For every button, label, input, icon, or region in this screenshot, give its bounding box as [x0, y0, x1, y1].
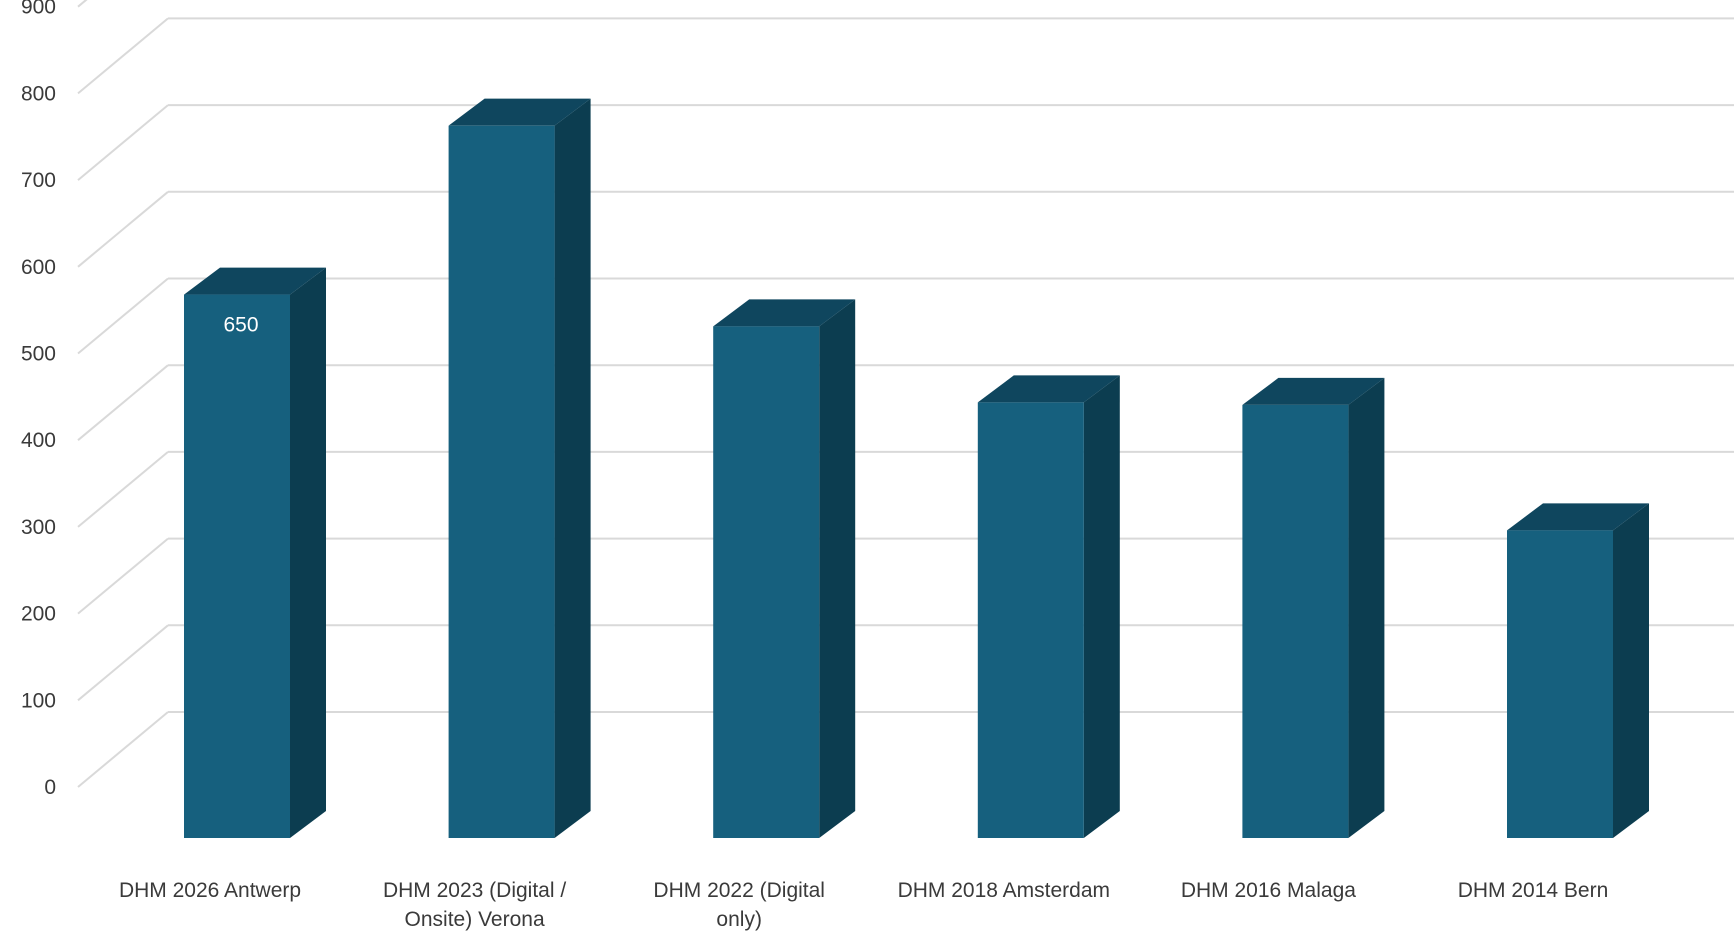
x-tick-label: DHM 2014 Bern: [1458, 879, 1609, 902]
gridline-diagonal: [77, 537, 169, 615]
y-tick-label: 400: [21, 429, 56, 452]
x-axis-ticks: DHM 2026 Antwerp DHM 2023 (Digital / Onsit…: [119, 879, 1608, 931]
x-tick-label: DHM 2023 (Digital / Onsite) Verona: [383, 879, 566, 931]
gridline-diagonal: [77, 451, 169, 528]
bar-top: [448, 98, 591, 126]
y-tick-label: 700: [21, 169, 56, 192]
y-tick-label: 900: [21, 0, 56, 19]
gridline-diagonal: [77, 711, 169, 788]
x-tick-label: DHM 2016 Malaga: [1181, 879, 1356, 902]
data-labels: 650: [223, 314, 258, 337]
bar: [448, 98, 591, 839]
gridline-diagonal: [77, 0, 88, 8]
bar-top: [1242, 377, 1385, 405]
bar-top: [184, 267, 326, 295]
y-tick-label: 300: [21, 516, 56, 539]
bar-side: [290, 267, 326, 838]
bar-front: [1242, 404, 1349, 838]
gridline-diagonal: [77, 191, 169, 268]
bar-front: [977, 402, 1084, 838]
bar-front: [184, 294, 290, 838]
gridline-diagonal: [77, 624, 169, 702]
bar-side: [1083, 375, 1120, 838]
bar-top: [1507, 503, 1649, 531]
bar-side: [554, 98, 591, 839]
y-axis-ticks: 0 100 200 300 400 500 600 700 800 900: [21, 0, 56, 799]
bar-side: [819, 299, 856, 838]
y-tick-label: 500: [21, 343, 56, 366]
bar: [713, 299, 856, 838]
x-tick-label: DHM 2018 Amsterdam: [898, 879, 1110, 902]
bar-front: [713, 326, 820, 838]
bar-side: [1348, 377, 1385, 838]
bar: [1507, 503, 1649, 838]
bar-side: [1613, 503, 1649, 838]
gridline-diagonal: [77, 277, 169, 355]
y-tick-label: 800: [21, 82, 56, 105]
bar: [184, 267, 326, 838]
bar: [977, 375, 1120, 838]
y-tick-label: 200: [21, 603, 56, 626]
y-tick-label: 0: [44, 776, 56, 799]
y-tick-label: 600: [21, 256, 56, 279]
bar-top: [713, 299, 856, 327]
bar-top: [977, 375, 1120, 403]
x-tick-label: DHM 2022 (Digital only): [653, 879, 825, 931]
bar-front: [1507, 530, 1613, 838]
gridline-diagonal: [77, 364, 169, 441]
bars: [184, 98, 1649, 839]
x-tick-label: DHM 2026 Antwerp: [119, 879, 301, 902]
data-label: 650: [223, 314, 258, 337]
bar-front: [448, 125, 555, 839]
gridlines: [77, 0, 1734, 788]
y-tick-label: 100: [21, 689, 56, 712]
gridline-diagonal: [77, 104, 169, 181]
bar: [1242, 377, 1385, 838]
gridline-diagonal: [77, 17, 169, 95]
